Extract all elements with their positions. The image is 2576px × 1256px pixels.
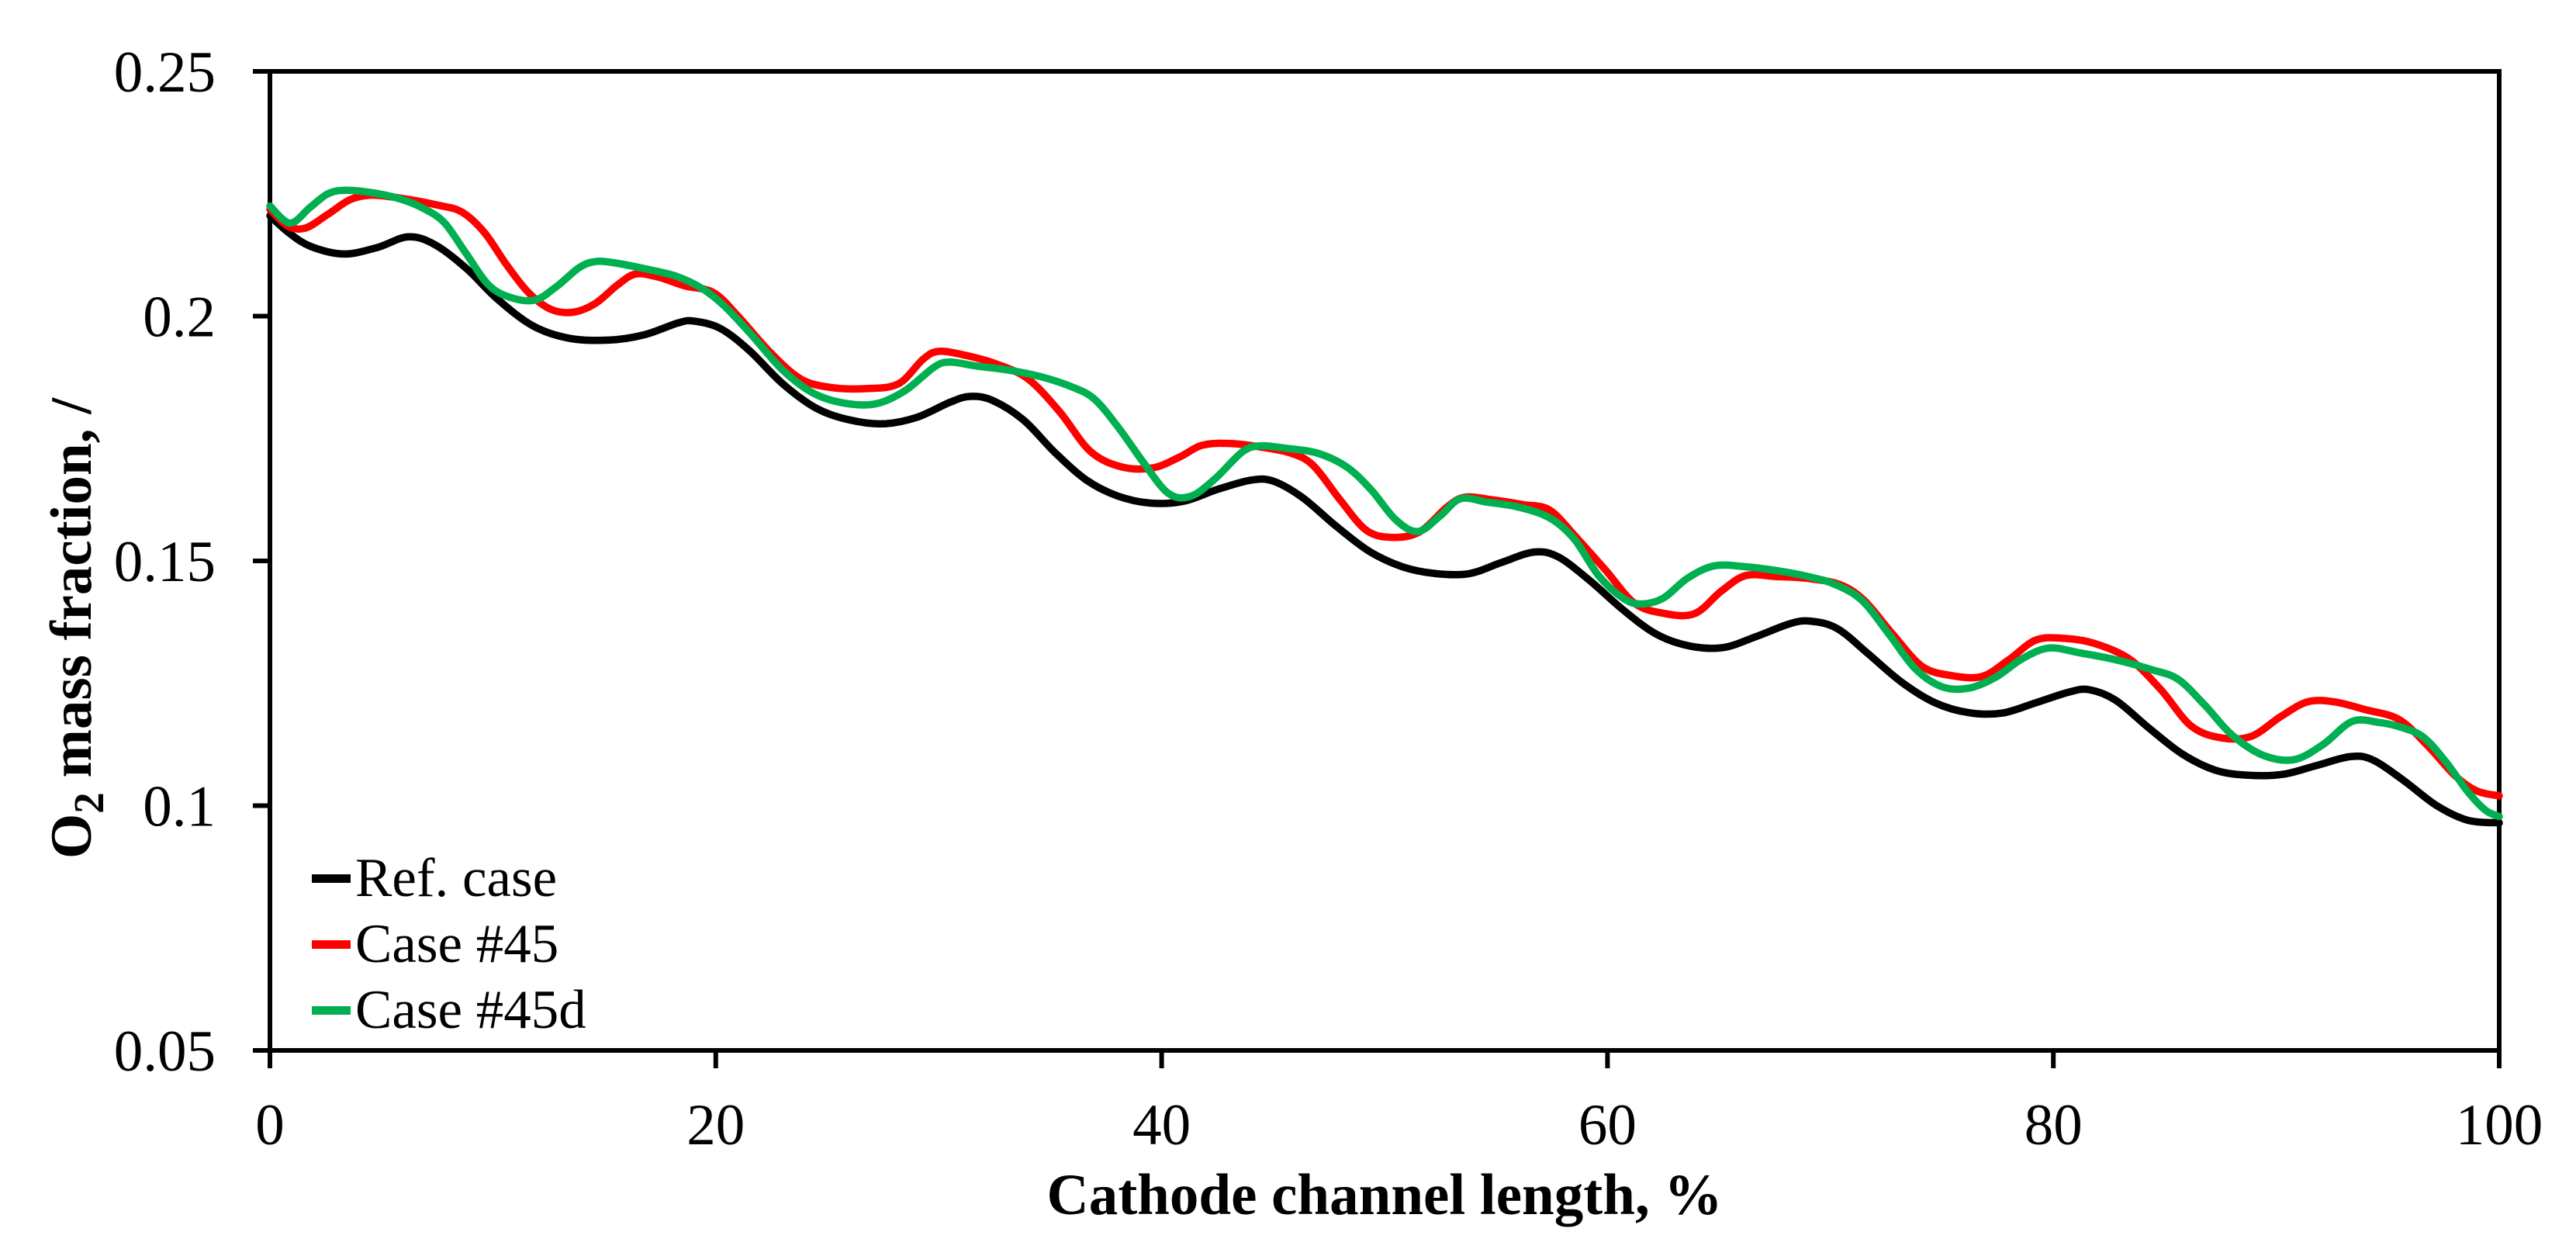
x-tick-label: 100 (2456, 1093, 2543, 1157)
legend-line-swatch-green (312, 1006, 351, 1015)
legend-label: Case #45 (355, 914, 559, 974)
x-axis-title: Cathode channel length, % (1046, 1163, 1723, 1227)
data-series-lines (266, 186, 2503, 827)
y-tick-labels: 0.05 0.1 0.15 0.2 0.25 (114, 40, 216, 1084)
x-tick-label: 0 (255, 1093, 285, 1157)
y-tick-label: 0.25 (114, 40, 216, 105)
legend-item-case-45d: Case #45d (312, 977, 586, 1043)
x-tick-label: 40 (1132, 1093, 1191, 1157)
series-line-case-45 (266, 191, 2503, 800)
legend-label: Case #45d (355, 980, 586, 1040)
legend: Ref. case Case #45 Case #45d (312, 846, 586, 1043)
series-line-case-45d (266, 186, 2503, 821)
x-tick-labels: 0 20 40 60 80 100 (255, 1093, 2543, 1157)
y-tick-label: 0.2 (143, 285, 216, 350)
x-tick-label: 80 (2024, 1093, 2083, 1157)
series-line-ref-case (266, 212, 2503, 827)
x-tick-label: 60 (1578, 1093, 1637, 1157)
legend-item-ref-case: Ref. case (312, 846, 586, 912)
legend-item-case-45: Case #45 (312, 912, 586, 977)
axis-ticks (253, 69, 2502, 1068)
x-tick-label: 20 (686, 1093, 745, 1157)
y-tick-label: 0.15 (114, 530, 216, 594)
legend-label: Ref. case (355, 848, 558, 908)
y-tick-label: 0.1 (143, 775, 216, 839)
y-tick-label: 0.05 (114, 1019, 216, 1084)
legend-line-swatch-red (312, 940, 351, 949)
legend-line-swatch-black (312, 874, 351, 883)
